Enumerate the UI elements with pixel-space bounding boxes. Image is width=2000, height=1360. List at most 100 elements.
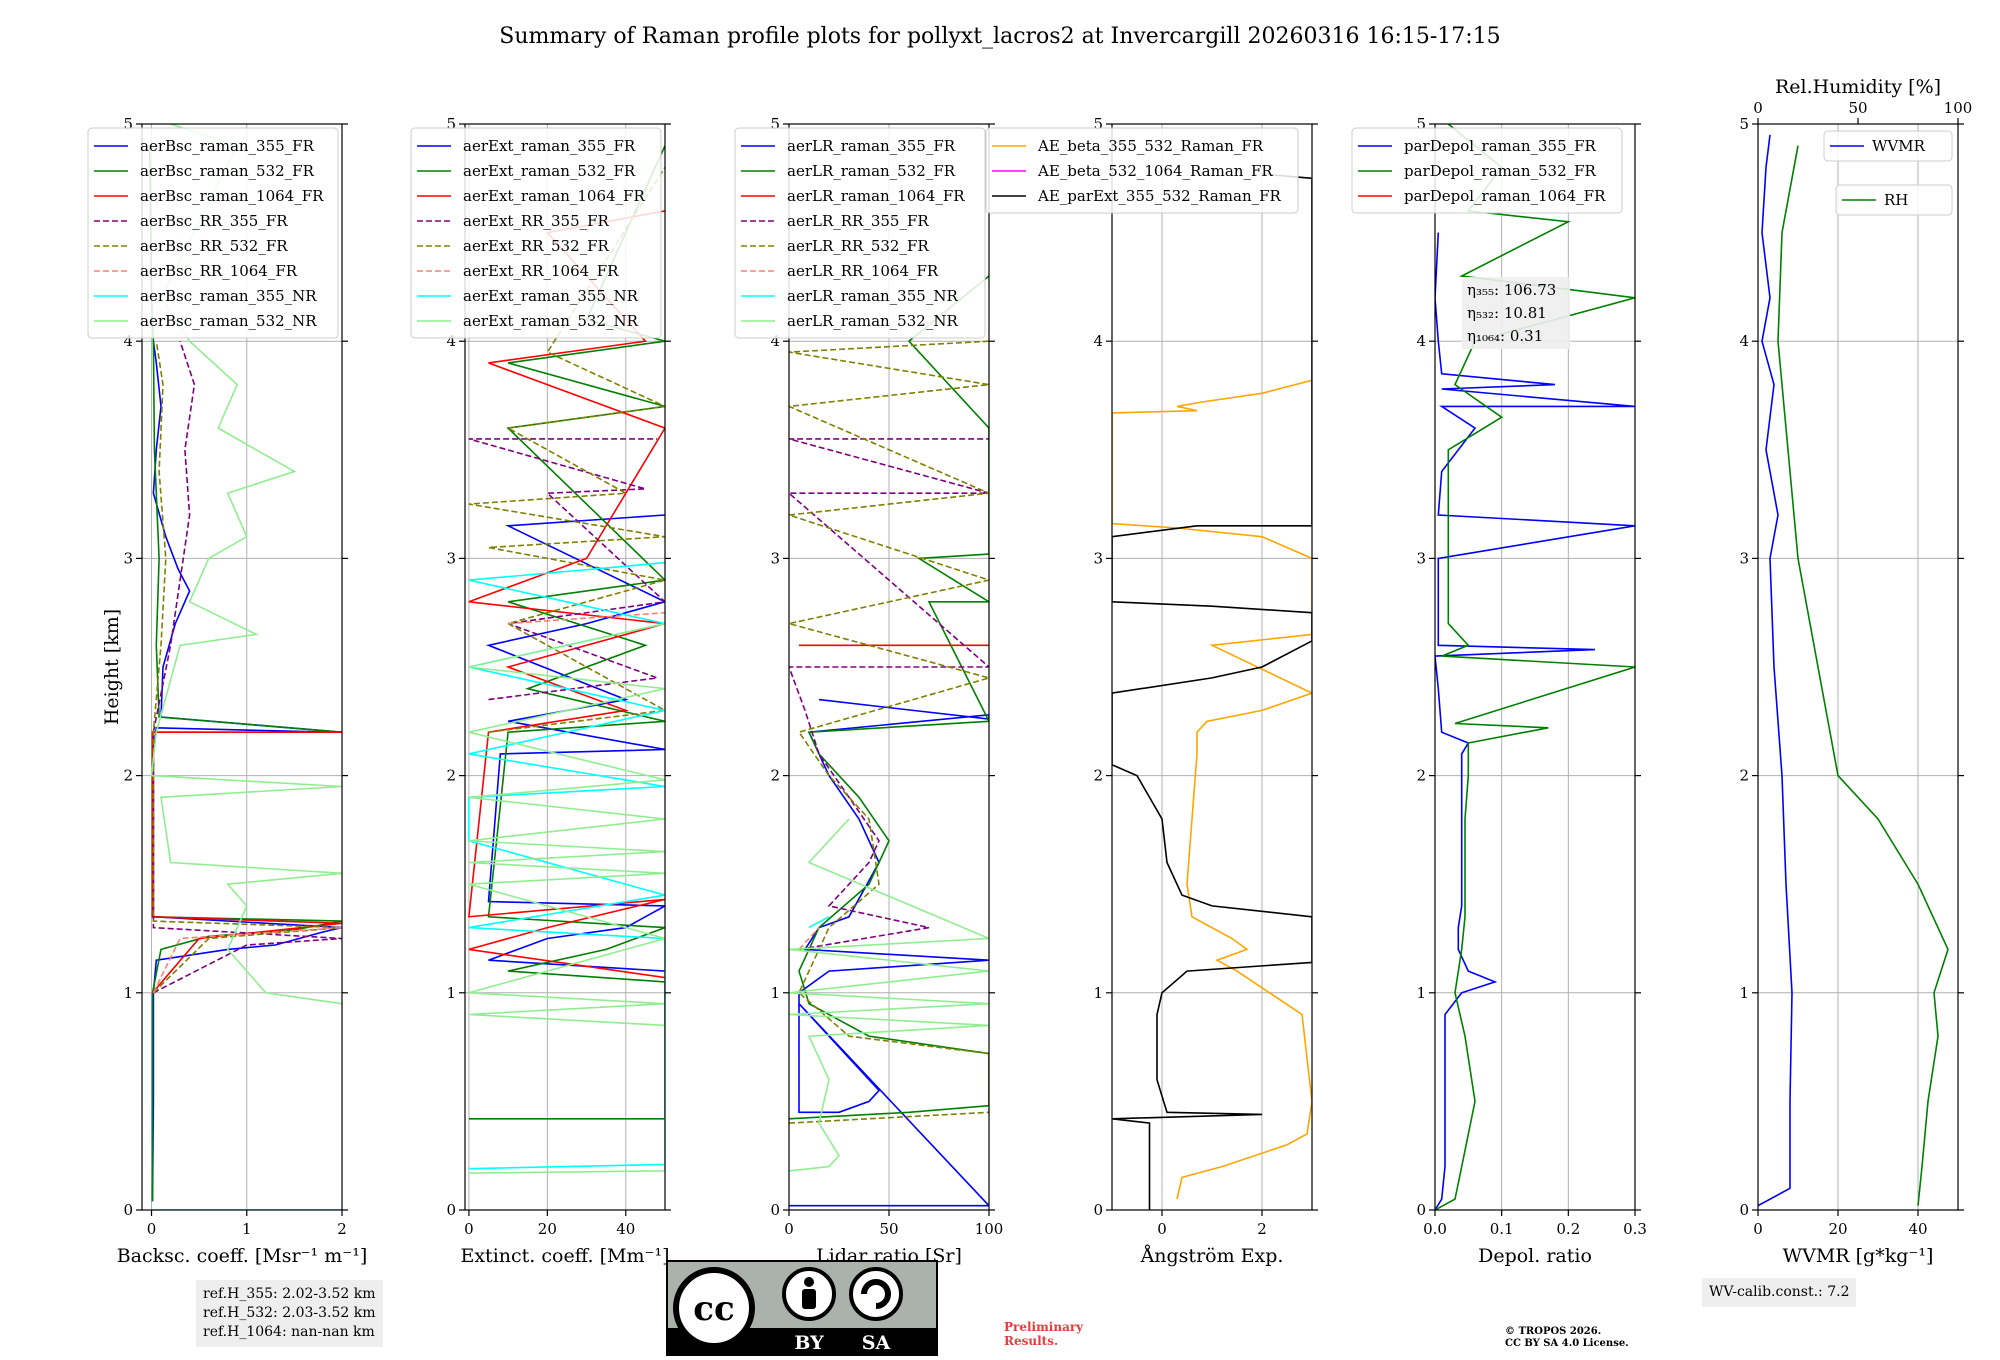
y-tick-label-ext: 0 (446, 1201, 456, 1219)
top-axis-label: Rel.Humidity [%] (1775, 76, 1941, 98)
y-tick-label-ae: 0 (1093, 1201, 1103, 1219)
x-tick-label-bsc: 0 (147, 1220, 157, 1238)
legend-label-aerLR_raman_532_FR: aerLR_raman_532_FR (787, 162, 956, 180)
series-aerLR_RR_532_FR (789, 340, 989, 1124)
legend-ext: aerExt_raman_355_FR aerExt_raman_532_FRae… (410, 127, 662, 339)
y-tick-label-ae: 1 (1093, 984, 1103, 1002)
legend-label-aerExt_raman_355_FR: aerExt_raman_355_FR (463, 137, 636, 155)
y-tick-label-wv: 1 (1739, 984, 1749, 1002)
y-tick-label-lr: 4 (770, 332, 780, 350)
series-aerExt_raman_1064_FR (468, 210, 665, 979)
legend-box-rh (1835, 184, 1953, 216)
legend-box-ext (410, 127, 662, 339)
series-aerBsc_RR_1064_FR (152, 926, 342, 994)
legend-box-depol (1351, 127, 1623, 214)
eta-1064: η₁₀₆₄: 0.31 (1467, 327, 1543, 345)
series-aerLR_RR_1064_FR (798, 927, 820, 950)
x-tick-label-ae: 0 (1157, 1220, 1167, 1238)
panel-ext: 0 20 40 0 1 2 3 4 5 Extinct. coeff. [Mm⁻¹] aerExt_… (410, 115, 671, 1267)
axes-frame-wv (1757, 123, 1959, 1211)
panel-depol: 0.0 0.1 0.2 0.3 0 1 2 3 4 5 Depol. ratio parDepol_r… (1351, 115, 1647, 1267)
preliminary-results-note: Preliminary Results. (1004, 1320, 1083, 1348)
x-tick-label-depol: 0.0 (1423, 1220, 1447, 1238)
y-tick-label-bsc: 0 (123, 1201, 133, 1219)
legend-label-AE_beta_532_1064_Raman_FR: AE_beta_532_1064_Raman_FR (1037, 162, 1273, 180)
wv-calibration-box: WV-calib.const.: 7.2 (1702, 1278, 1857, 1307)
legend-label-aerBsc_RR_532_FR: aerBsc_RR_532_FR (140, 237, 288, 255)
legend-label-AE_parExt_355_532_Raman_FR: AE_parExt_355_532_Raman_FR (1037, 187, 1282, 205)
y-tick-label-lr: 1 (770, 984, 780, 1002)
x-tick-label-ae: 2 (1257, 1220, 1267, 1238)
legend-label-aerExt_raman_532_FR: aerExt_raman_532_FR (463, 162, 636, 180)
y-tick-label-depol: 1 (1416, 984, 1426, 1002)
legend-label-aerExt_raman_1064_FR: aerExt_raman_1064_FR (463, 187, 645, 205)
series-aerBsc_raman_532_NR (150, 124, 342, 1005)
y-tick-label-depol: 0 (1416, 1201, 1426, 1219)
y-tick-label-lr: 3 (770, 549, 780, 567)
series-AE_beta_355_532_Raman_FR (1112, 379, 1312, 1200)
top-tick-label: 50 (1848, 99, 1867, 117)
series-aerLR_raman_532_NR (789, 818, 989, 1172)
top-tick-label: 0 (1753, 99, 1763, 117)
wv-calibration-constant: WV-calib.const.: 7.2 (1709, 1284, 1850, 1300)
cc-logo-text: cc (693, 1289, 734, 1329)
legend-bsc: aerBsc_raman_355_FR aerBsc_raman_532_FRae… (87, 127, 339, 339)
x-tick-label-wv: 0 (1753, 1220, 1763, 1238)
preliminary-line-2: Results. (1004, 1334, 1059, 1348)
y-tick-label-wv: 4 (1739, 332, 1749, 350)
legend-depol: parDepol_raman_355_FR parDepol_raman_532_… (1351, 127, 1623, 214)
panel-wv: 0 20 40 0 1 2 3 4 5 WVMR [g*kg⁻¹] 0 50 100Rel.Humidi… (1739, 76, 1972, 1267)
legend-label-parDepol_raman_1064_FR: parDepol_raman_1064_FR (1404, 187, 1606, 205)
by-person-body-icon (802, 1289, 816, 1309)
x-tick-label-lr: 50 (879, 1220, 898, 1238)
legend-label-aerExt_raman_532_NR: aerExt_raman_532_NR (463, 312, 639, 330)
x-axis-label-ext: Extinct. coeff. [Mm⁻¹] (460, 1245, 669, 1267)
by-label: BY (794, 1332, 824, 1354)
series-aerLR_raman_532_FR (789, 275, 989, 1120)
legend-label-aerBsc_raman_355_NR: aerBsc_raman_355_NR (140, 287, 317, 305)
x-tick-label-depol: 0.1 (1490, 1220, 1514, 1238)
copyright-line-2: CC BY SA 4.0 License. (1505, 1338, 1629, 1349)
series-aerLR_raman_355_NR (808, 916, 830, 929)
y-tick-label-bsc: 1 (123, 984, 133, 1002)
x-tick-label-ext: 0 (464, 1220, 474, 1238)
legend-label-aerExt_RR_355_FR: aerExt_RR_355_FR (463, 212, 610, 230)
legend-label-aerLR_raman_532_NR: aerLR_raman_532_NR (787, 312, 958, 330)
y-axis-label: Height [km] (101, 609, 123, 725)
legend-label-aerBsc_raman_532_NR: aerBsc_raman_532_NR (140, 312, 317, 330)
axes-frame-ext (464, 123, 666, 1211)
sa-arrow-icon (861, 1279, 891, 1309)
series-aerBsc_raman_1064_FR (151, 731, 342, 994)
y-tick-label-depol: 4 (1416, 332, 1426, 350)
cc-by-sa-badge: cc BY SA (666, 1260, 938, 1356)
x-axis-label-depol: Depol. ratio (1478, 1245, 1592, 1267)
legend-label-aerLR_raman_355_FR: aerLR_raman_355_FR (787, 137, 956, 155)
legend-label-RH: RH (1884, 191, 1908, 209)
axes-frame-ae (1111, 123, 1313, 1211)
sa-share-alike-icon (849, 1267, 903, 1321)
y-tick-label-ae: 2 (1093, 767, 1103, 785)
y-tick-label-bsc: 5 (123, 115, 133, 133)
legend-label-aerExt_RR_1064_FR: aerExt_RR_1064_FR (463, 262, 619, 280)
eta-annotation: η₃₅₅: 106.73 η₅₃₂: 10.81 η₁₀₆₄: 0.31 (1462, 277, 1570, 349)
series-aerExt_raman_355_FR (485, 514, 665, 972)
x-tick-label-wv: 40 (1908, 1220, 1927, 1238)
eta-532: η₅₃₂: 10.81 (1467, 304, 1547, 322)
x-tick-label-bsc: 1 (242, 1220, 252, 1238)
y-tick-label-wv: 5 (1739, 115, 1749, 133)
y-tick-label-wv: 0 (1739, 1201, 1749, 1219)
y-tick-label-ext: 3 (446, 549, 456, 567)
legend-label-parDepol_raman_355_FR: parDepol_raman_355_FR (1404, 137, 1597, 155)
y-tick-label-bsc: 2 (123, 767, 133, 785)
eta-box (1462, 277, 1570, 349)
series-aerExt_raman_532_FR (468, 145, 665, 1120)
axes-frame-lr (788, 123, 990, 1211)
x-tick-label-depol: 0.3 (1623, 1220, 1647, 1238)
ref-height-532: ref.H_532: 2.03-3.52 km (203, 1305, 376, 1321)
legend-label-aerBsc_raman_1064_FR: aerBsc_raman_1064_FR (140, 187, 324, 205)
by-person-head-icon (804, 1277, 814, 1287)
cc-logo-icon (673, 1267, 755, 1349)
y-tick-label-ext: 4 (446, 332, 456, 350)
figure-title: Summary of Raman profile plots for polly… (499, 24, 1500, 49)
